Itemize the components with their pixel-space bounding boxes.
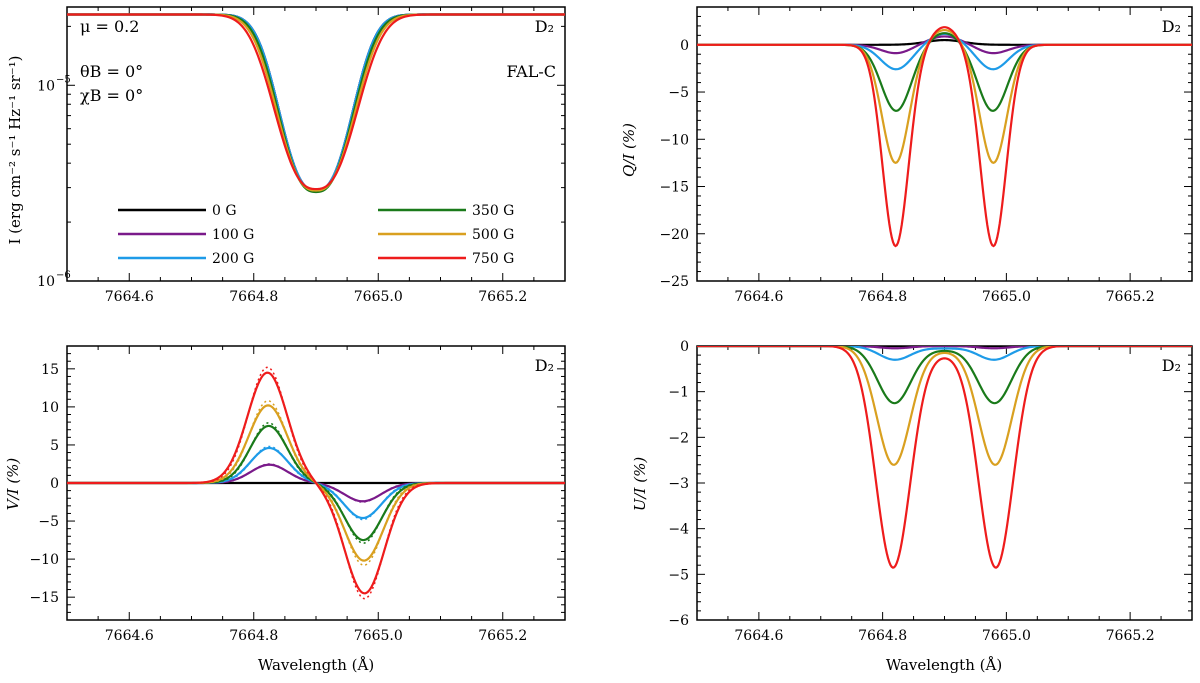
series-line-100g [697,346,1192,350]
x-tick-label: 7664.6 [734,289,783,305]
x-tick-label: 7664.8 [858,289,907,305]
intensity-ticks: 7664.6 7664.8 7665.0 7665.210−610−5 [37,7,566,305]
legend-label: 750 G [472,251,514,267]
intensity-curves [67,13,565,194]
series-line-500g [697,346,1192,466]
vi-x-axis-title: Wavelength (Å) [258,656,374,674]
y-tick-label: −5 [38,514,59,530]
series-line-200g [697,346,1192,361]
y-tick-label: −10 [29,552,59,568]
series-line-750g [67,13,565,191]
y-tick-label: −25 [659,274,689,290]
x-tick-label: 7665.2 [478,289,527,305]
y-tick-label: 0 [50,476,59,492]
y-tick-exponent: −6 [56,270,71,281]
vi-line-label: D₂ [535,356,554,375]
legend-label: 0 G [212,203,237,219]
y-tick-label: −5 [668,567,689,583]
y-tick-label: −4 [668,522,689,538]
y-tick-label: −3 [668,476,689,492]
intensity-panel: 7664.6 7664.8 7665.0 7665.210−610−5 I (erg … [6,6,566,305]
ui-plot-frame [696,345,1193,621]
y-tick-label: 0 [680,339,689,355]
ui-ticks: 7664.6 7664.8 7665.0 7665.2 0 −1 −2 −3 −4 −5 −6 [668,339,1193,644]
qi-line-label: D₂ [1162,17,1181,36]
x-tick-label: 7664.6 [105,289,154,305]
intensity-atmosphere-label: FAL-C [506,62,556,81]
series-line-350g [697,346,1192,405]
x-tick-label: 7665.0 [354,628,403,644]
ui-y-axis-title: U/I (%) [631,457,649,511]
y-tick-label: −15 [29,590,59,606]
legend-label: 200 G [212,251,254,267]
series-line-750g [697,26,1192,248]
y-tick-label: 10 [37,274,55,290]
x-tick-label: 7664.6 [105,628,154,644]
qi-y-axis-title: Q/I (%) [620,123,638,177]
intensity-line-label: D₂ [535,17,554,36]
y-tick-label: 10 [37,78,55,94]
x-tick-label: 7665.0 [982,628,1031,644]
x-tick-label: 7664.6 [734,628,783,644]
y-tick-label: −6 [668,613,689,629]
x-tick-label: 7664.8 [858,628,907,644]
vi-y-axis-title: V/I (%) [4,458,22,511]
x-tick-label: 7665.2 [1106,289,1155,305]
ui-line-label: D₂ [1162,356,1181,375]
legend-label: 350 G [472,203,514,219]
y-tick-label: 10 [41,400,59,416]
vi-ticks: 7664.6 7664.8 7665.0 7665.2 15 10 5 0 −5 −10 −15 [29,345,566,644]
x-tick-label: 7665.0 [982,289,1031,305]
ui-curves [697,346,1192,569]
vi-curves [67,366,565,600]
legend-label: 100 G [212,227,254,243]
qi-panel: 7664.6 7664.8 7665.0 7665.20−5−10−15−20−25 … [620,6,1193,305]
y-tick-label: 5 [50,438,59,454]
series-line-750g [67,371,565,595]
vi-series [67,366,565,600]
legend-label: 500 G [472,227,514,243]
intensity-y-axis-title: I (erg cm⁻² s⁻¹ Hz⁻¹ sr⁻¹) [6,55,24,244]
intensity-theta-label: θB = 0° [80,62,143,81]
series-line-750g [697,346,1192,569]
y-tick-label: −15 [659,180,689,196]
intensity-mu-label: μ = 0.2 [80,17,139,36]
ui-series [697,346,1192,569]
qi-curves [697,26,1192,248]
legend: 0 G 100 G 200 G 350 G 500 G 750 G [118,203,514,267]
y-tick-label: 0 [680,38,689,54]
x-tick-label: 7665.0 [354,289,403,305]
intensity-chi-label: χB = 0° [80,86,143,105]
ui-panel: 7664.6 7664.8 7665.0 7665.2 0 −1 −2 −3 −4 −5 −6 U/… [631,339,1193,674]
x-tick-label: 7665.2 [1106,628,1155,644]
qi-series [697,26,1192,248]
y-tick-label: −20 [659,227,689,243]
y-tick-label: −5 [668,85,689,101]
qi-ticks: 7664.6 7664.8 7665.0 7665.2 0 −5 −10 −15 −20 −25 [659,6,1193,305]
series-dotted-line-750g [67,366,565,600]
y-tick-label: 15 [41,362,59,378]
x-tick-label: 7664.8 [229,289,278,305]
intensity-series [67,13,565,194]
y-tick-label: −1 [668,385,689,401]
series-line-500g [697,28,1192,165]
vi-panel: 7664.6 7664.8 7665.0 7665.2 15 10 5 0 −5 −10 −15 V… [4,345,566,674]
x-tick-label: 7664.8 [229,628,278,644]
y-tick-label: −2 [668,430,689,446]
qi-plot-frame [696,6,1193,282]
x-tick-label: 7665.2 [478,628,527,644]
y-tick-exponent: −5 [56,74,71,85]
ui-x-axis-title: Wavelength (Å) [886,656,1002,674]
y-tick-label: −10 [659,132,689,148]
